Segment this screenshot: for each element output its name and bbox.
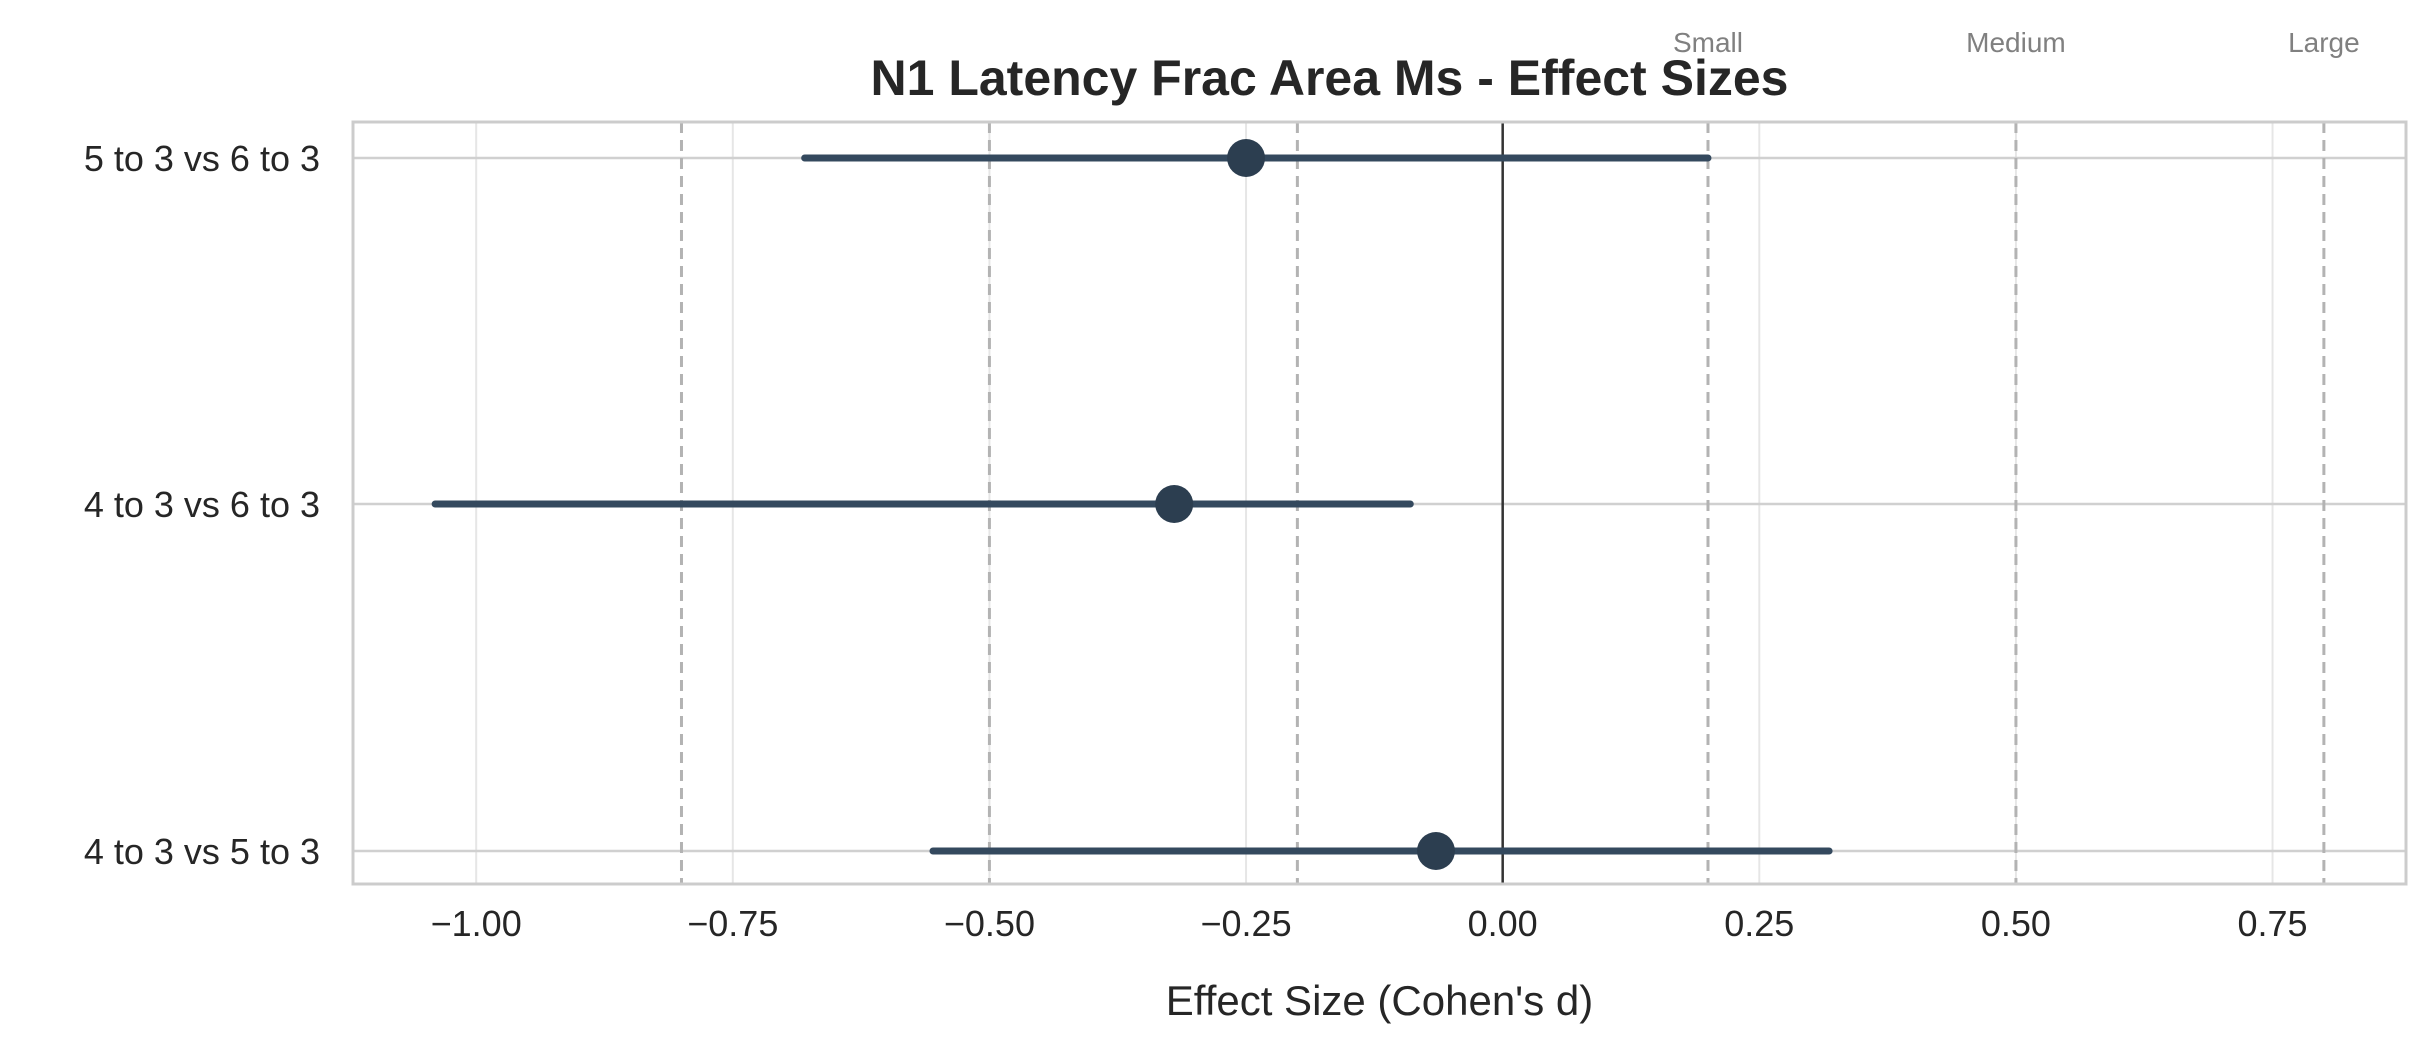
effect-size-point <box>1155 485 1194 523</box>
effect-size-point <box>1227 139 1266 177</box>
x-tick-label: −0.50 <box>944 903 1035 944</box>
x-tick-label: 0.50 <box>1981 903 2051 944</box>
plot-frame <box>351 120 2408 886</box>
reference-line-label: Medium <box>1966 27 2066 58</box>
x-tick-label: 0.75 <box>2238 903 2308 944</box>
y-tick-labels: 5 to 3 vs 6 to 3 4 to 3 vs 6 to 3 4 to 3 v… <box>84 138 320 872</box>
reference-line-labels: Small Medium Large <box>1673 27 2360 58</box>
x-tick-label: −0.75 <box>687 903 778 944</box>
x-tick-label: 0.25 <box>1724 903 1794 944</box>
effect-points <box>1155 139 1455 870</box>
reference-line-label: Large <box>2288 27 2360 58</box>
x-tick-label: −1.00 <box>431 903 522 944</box>
effect-size-point <box>1416 832 1455 870</box>
y-tick-label: 4 to 3 vs 5 to 3 <box>84 831 320 872</box>
y-tick-label: 4 to 3 vs 6 to 3 <box>84 484 320 525</box>
reference-line-label: Small <box>1673 27 1743 58</box>
x-axis-label: Effect Size (Cohen's d) <box>1166 977 1593 1024</box>
chart-title: N1 Latency Frac Area Ms - Effect Sizes <box>871 50 1789 106</box>
x-tick-label: 0.00 <box>1468 903 1538 944</box>
y-tick-label: 5 to 3 vs 6 to 3 <box>84 138 320 179</box>
x-tick-labels: −1.00 −0.75 −0.50 −0.25 0.00 0.25 0.50 0.75 <box>431 903 2308 944</box>
x-tick-label: −0.25 <box>1201 903 1292 944</box>
